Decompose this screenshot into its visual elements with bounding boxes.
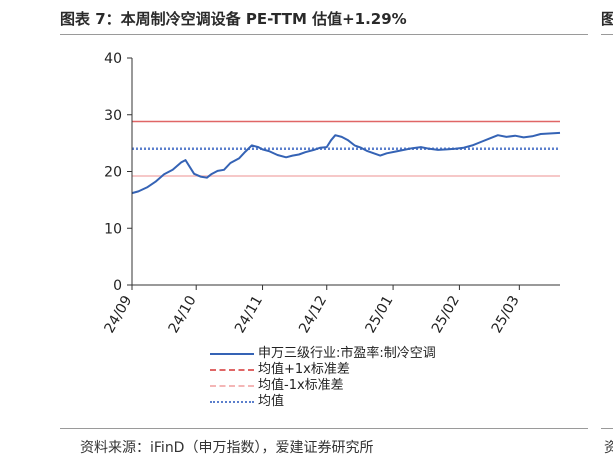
x-tick-label: 24/12: [296, 293, 330, 336]
x-tick-label: 25/01: [363, 293, 397, 336]
legend-label: 均值+1x标准差: [258, 362, 350, 377]
legend-swatch: [210, 385, 254, 387]
x-tick-label: 24/11: [232, 293, 266, 336]
legend-item: 均值-1x标准差: [210, 378, 436, 394]
next-title-divider: [601, 34, 613, 35]
x-tick-label: 24/09: [101, 293, 135, 336]
legend-swatch: [210, 401, 254, 403]
legend-item: 均值+1x标准差: [210, 362, 436, 378]
source-divider: [60, 428, 588, 429]
source-divider-right: [601, 428, 613, 429]
source-note: 资料来源：iFinD（申万指数），爱建证券研究所: [80, 440, 374, 456]
x-tick-label: 25/03: [489, 293, 523, 336]
chart-legend: 申万三级行业:市盈率:制冷空调 均值+1x标准差 均值-1x标准差 均值: [210, 346, 436, 410]
y-tick-label: 30: [104, 108, 122, 124]
legend-swatch: [210, 369, 254, 371]
pe-series-line: [131, 131, 561, 195]
legend-label: 均值-1x标准差: [258, 378, 344, 393]
legend-label: 均值: [258, 394, 285, 409]
legend-swatch: [210, 353, 254, 355]
x-tick-labels: 24/09 24/10 24/11 24/12 25/01 25/02 25/03: [101, 293, 522, 336]
y-tick-labels: 0 10 20 30 40: [104, 51, 122, 294]
next-source-fragment: 资: [604, 440, 613, 456]
figure-title: 图表 7：本周制冷空调设备 PE-TTM 估值+1.29%: [60, 10, 407, 28]
y-tick-label: 10: [104, 221, 122, 237]
reference-lines: [132, 120, 560, 177]
x-tick-label: 24/10: [166, 293, 200, 336]
title-divider: [60, 34, 588, 35]
legend-label: 申万三级行业:市盈率:制冷空调: [258, 346, 436, 361]
y-tick-label: 20: [104, 165, 122, 181]
y-tick-label: 40: [104, 51, 122, 67]
axes: [127, 57, 560, 290]
legend-item: 申万三级行业:市盈率:制冷空调: [210, 346, 436, 362]
y-tick-label: 0: [113, 278, 122, 294]
series-group: [131, 131, 561, 195]
x-tick-label: 25/02: [429, 293, 463, 336]
next-figure-title-fragment: 图: [601, 10, 613, 28]
legend-item: 均值: [210, 394, 436, 410]
